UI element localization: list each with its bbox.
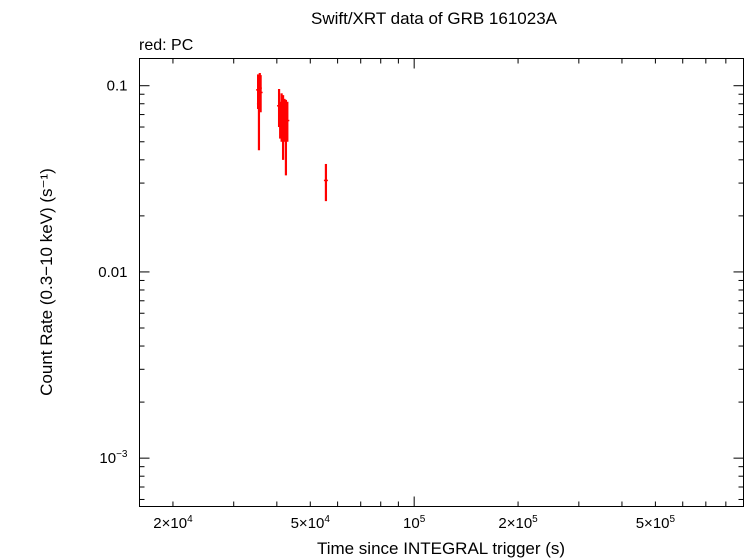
x-tick-label: 5×104 <box>291 514 331 532</box>
data-point <box>258 75 263 113</box>
x-axis-label: Time since INTEGRAL trigger (s) <box>317 539 565 558</box>
x-tick-label: 2×104 <box>153 514 193 532</box>
y-tick-label: 0.1 <box>107 78 128 95</box>
y-tick-label: 10−3 <box>99 449 128 467</box>
chart-title: Swift/XRT data of GRB 161023A <box>311 9 558 28</box>
x-tick-label: 2×105 <box>498 514 538 532</box>
chart-subtitle: red: PC <box>139 37 193 54</box>
y-axis-label: Count Rate (0.3−10 keV) (s⁻¹) <box>37 168 56 396</box>
plot-frame <box>139 58 744 507</box>
data-points <box>256 73 328 202</box>
y-tick-label: 0.01 <box>98 264 127 281</box>
data-point <box>323 163 328 202</box>
x-tick-label: 105 <box>403 514 426 532</box>
tick-marks <box>139 58 744 507</box>
x-tick-label: 5×105 <box>636 514 676 532</box>
tick-labels: 2×104 5×104 105 2×105 5×105 0.1 0.01 10−3 <box>98 78 675 532</box>
data-point <box>285 101 290 142</box>
